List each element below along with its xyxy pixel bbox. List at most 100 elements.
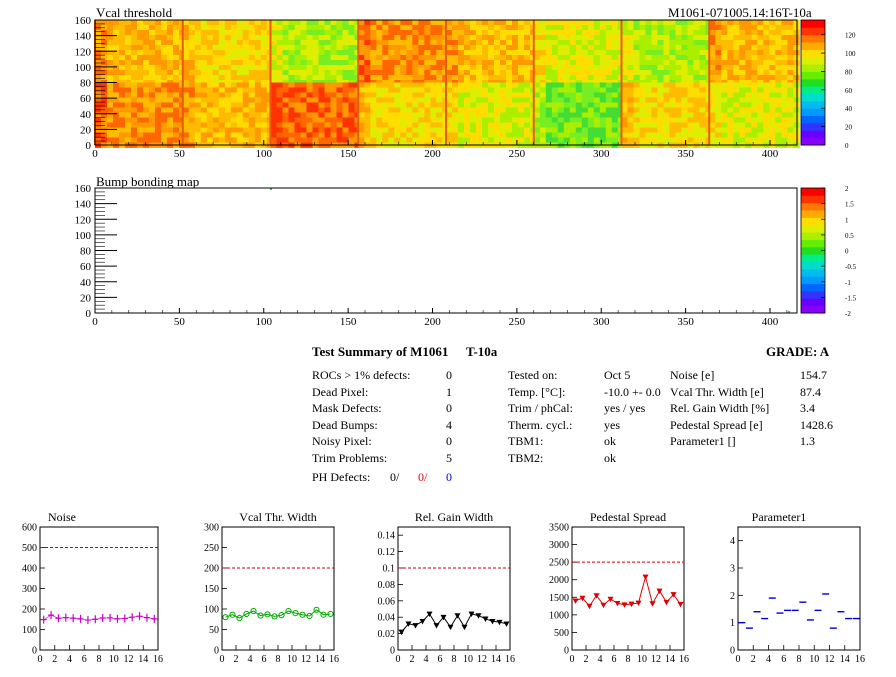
heat-cell <box>524 137 531 143</box>
heat-cell <box>557 45 565 51</box>
heat-cell <box>400 20 407 26</box>
heat-cell <box>446 97 453 103</box>
heat-cell <box>276 122 283 128</box>
heat-cell <box>663 107 670 113</box>
heat-cell <box>119 87 126 93</box>
heat-cell <box>312 40 319 46</box>
heat-cell <box>131 132 138 138</box>
heat-cell <box>715 117 722 123</box>
heat-cell <box>506 20 513 26</box>
heat-cell <box>294 107 301 113</box>
heat-cell <box>563 45 571 51</box>
heat-cell <box>657 20 664 26</box>
heat-cell <box>406 65 413 71</box>
condition-value: ok <box>604 434 616 448</box>
heat-cell <box>282 35 289 41</box>
heat-cell <box>464 102 471 108</box>
heat-cell <box>364 132 371 138</box>
colorbar-segment <box>801 217 825 226</box>
heat-cell <box>524 92 531 98</box>
heat-cell <box>276 117 283 123</box>
heat-cell <box>101 30 108 36</box>
heat-cell <box>436 122 443 128</box>
heat-cell <box>733 30 740 36</box>
heat-cell <box>494 127 501 133</box>
heat-cell <box>260 117 268 123</box>
heat-cell <box>306 122 313 128</box>
heat-cell <box>330 40 337 46</box>
heat-cell <box>288 132 295 138</box>
heat-cell <box>651 60 658 66</box>
heat-cell <box>551 112 559 118</box>
heat-cell <box>524 50 531 56</box>
heat-cell <box>721 92 728 98</box>
heat-cell <box>324 92 331 98</box>
heat-cell <box>763 50 770 56</box>
heat-cell <box>563 35 571 41</box>
bump-bonding-panel: 0 20 40 60 80 100 120 140 160 0 50 100 150 200 250 300… <box>0 170 896 330</box>
heat-cell <box>218 127 226 133</box>
heat-cell <box>458 107 465 113</box>
map-x-tick-label: 0 <box>92 316 98 328</box>
heat-cell <box>533 102 541 108</box>
heat-cell <box>370 137 377 143</box>
heat-cell <box>593 50 601 56</box>
heat-cell <box>364 60 371 66</box>
heat-cell <box>599 65 607 71</box>
heat-cell <box>715 70 722 76</box>
heat-cell <box>687 70 694 76</box>
heat-cell <box>699 137 706 143</box>
heat-cell <box>330 65 337 71</box>
heat-cell <box>188 70 196 76</box>
heat-cell <box>248 75 256 81</box>
heat-cell <box>324 132 331 138</box>
heat-cell <box>621 107 628 113</box>
heat-cell <box>131 102 138 108</box>
heat-cell <box>119 102 126 108</box>
heat-cell <box>95 112 102 118</box>
heat-cell <box>512 137 519 143</box>
heat-cell <box>539 92 547 98</box>
heat-cell <box>751 35 758 41</box>
heat-cell <box>107 45 114 51</box>
heat-cell <box>482 132 489 138</box>
heat-cell <box>306 92 313 98</box>
heat-cell <box>107 65 114 71</box>
heat-cell <box>276 107 283 113</box>
heat-cell <box>693 50 700 56</box>
heat-cell <box>739 122 746 128</box>
heat-cell <box>446 137 453 143</box>
colorbar-segment <box>801 27 825 36</box>
heat-cell <box>587 35 595 41</box>
heat-cell <box>621 75 628 81</box>
data-point <box>677 602 684 608</box>
heat-cell <box>131 25 138 31</box>
heat-cell <box>563 97 571 103</box>
heat-cell <box>599 117 607 123</box>
chart-y-tick-label: 2000 <box>549 575 569 586</box>
heat-cell <box>430 102 437 108</box>
map-y-tick-label: 140 <box>75 199 92 211</box>
chart-frame <box>397 526 511 651</box>
heat-cell <box>418 50 425 56</box>
heat-cell <box>621 70 628 76</box>
heat-cell <box>633 45 640 51</box>
heat-cell <box>282 50 289 56</box>
heat-cell <box>524 132 531 138</box>
heat-cell <box>348 30 355 36</box>
heat-cell <box>358 25 365 31</box>
heat-cell <box>348 122 355 128</box>
heat-cell <box>627 82 634 88</box>
heat-cell <box>605 137 613 143</box>
heat-cell <box>611 122 619 128</box>
heat-cell <box>721 60 728 66</box>
heat-cell <box>551 20 559 26</box>
heat-cell <box>500 102 507 108</box>
heat-cell <box>230 65 238 71</box>
heat-cell <box>621 132 628 138</box>
heat-cell <box>200 25 208 31</box>
heat-cell <box>506 102 513 108</box>
heat-cell <box>418 35 425 41</box>
heat-cell <box>143 35 150 41</box>
heat-cell <box>318 40 325 46</box>
